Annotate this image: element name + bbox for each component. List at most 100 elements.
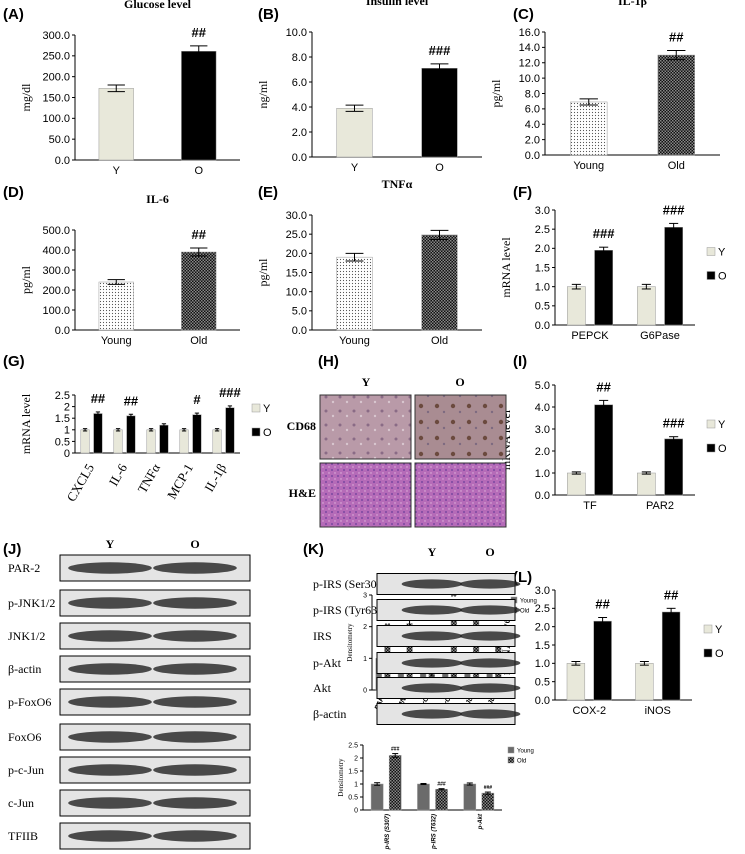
bar: [181, 251, 217, 331]
annotation: ##: [664, 587, 679, 602]
legend-swatch: [706, 271, 716, 280]
blot-band: [153, 597, 237, 609]
x-tick-label: iNOS: [645, 705, 671, 717]
y-tick-label: 0.5: [535, 301, 550, 313]
bar: [635, 663, 654, 701]
annotation: ##: [451, 593, 457, 599]
panel-label: (D): [3, 184, 24, 201]
bar: [192, 414, 202, 454]
blot-band: [153, 830, 237, 842]
blot-band: [401, 658, 463, 668]
bar: [570, 101, 608, 156]
x-tick-label: COX-2: [572, 705, 606, 717]
legend-swatch: [706, 443, 716, 453]
y-tick-label: 200.0: [42, 285, 70, 297]
y-tick-label: 2.0: [535, 446, 550, 458]
y-tick-label: 4.0: [292, 102, 307, 114]
panel-label: (C): [513, 6, 534, 23]
bar: [637, 472, 656, 496]
bar: [336, 108, 373, 158]
row-label: p-c-Jun: [8, 763, 44, 777]
x-tick-label: PEPCK: [571, 330, 609, 342]
legend-label: Y: [715, 624, 723, 636]
row-label: β-actin: [313, 707, 346, 721]
row-label: p-IRS (Tyr632): [313, 603, 387, 617]
histology-image: [414, 394, 507, 460]
bar: [421, 68, 458, 158]
y-axis-label: ng/ml: [256, 80, 270, 109]
panel-label: (H): [318, 353, 339, 370]
bar: [594, 250, 613, 326]
x-tick-label: Y: [351, 162, 359, 174]
bar: [661, 611, 681, 701]
bar: [98, 281, 134, 331]
panel-label: (B): [258, 6, 279, 23]
x-tick-label: IL-1β: [201, 461, 229, 495]
y-axis-label: Densitometry: [337, 758, 345, 797]
histology-image: [319, 462, 412, 528]
blot-band: [459, 709, 521, 719]
y-tick-label: 0.0: [55, 325, 70, 337]
x-tick-label: Young: [339, 335, 370, 347]
legend-swatch: [251, 403, 261, 413]
legend-label: Young: [517, 748, 534, 754]
y-tick-label: 0: [354, 807, 358, 814]
legend-swatch: [251, 427, 261, 437]
y-tick-label: 1.5: [535, 262, 550, 274]
annotation: ##: [124, 393, 139, 408]
y-tick-label: 4.0: [535, 402, 550, 414]
row-label: H&E: [289, 486, 316, 500]
blot-band: [153, 696, 237, 708]
y-tick-label: 100.0: [42, 305, 70, 317]
y-tick-label: 3.0: [535, 585, 550, 597]
x-tick-label: G6Pase: [640, 330, 680, 342]
row-label: FoxO6: [8, 730, 41, 744]
chart-title: Glucose level: [124, 0, 192, 11]
blot-band: [68, 663, 152, 675]
y-tick-label: 2: [354, 755, 358, 762]
y-axis-label: Densitometry: [346, 623, 354, 662]
y-axis-label: pg/ml: [489, 79, 503, 108]
y-tick-label: 2.5: [535, 603, 550, 615]
panel-label: (F): [513, 184, 532, 201]
y-tick-label: 400.0: [42, 245, 70, 257]
y-tick-label: 1.0: [535, 658, 550, 670]
legend-label: Old: [520, 608, 529, 614]
annotation: ###: [437, 782, 446, 788]
blot-band: [153, 663, 237, 675]
y-tick-label: 2.0: [535, 243, 550, 255]
y-tick-label: 0: [363, 687, 367, 694]
x-tick-label: Old: [431, 335, 448, 347]
x-tick-label: p-IRS (T632): [432, 814, 438, 850]
x-tick-label: Young: [573, 160, 604, 172]
y-tick-label: 3: [363, 592, 367, 599]
row-label: β-actin: [8, 662, 41, 676]
row-label: IRS: [313, 629, 332, 643]
x-tick-label: O: [435, 162, 444, 174]
column-label: O: [455, 375, 464, 389]
row-label: PAR-2: [8, 561, 40, 575]
y-tick-label: 0.5: [55, 436, 70, 448]
legend-swatch: [507, 756, 515, 764]
y-tick-label: 14.0: [519, 42, 540, 54]
bar: [593, 620, 612, 701]
legend-label: Y: [718, 419, 726, 431]
histology-image: [414, 462, 507, 528]
y-tick-label: 2.5: [535, 224, 550, 236]
bar: [159, 424, 169, 454]
chart-title: Insulin level: [366, 0, 429, 8]
bar: [463, 783, 477, 811]
y-tick-label: 0.0: [525, 150, 540, 162]
bar: [566, 663, 586, 701]
y-tick-label: 3.0: [535, 424, 550, 436]
y-tick-label: 2.5: [348, 742, 358, 749]
y-axis-label: mRNA level: [19, 393, 33, 454]
bar: [370, 783, 384, 811]
y-tick-label: 200.0: [42, 72, 70, 84]
y-axis-label: mRNA level: [499, 237, 513, 298]
blot-band: [153, 797, 237, 809]
bar: [126, 415, 136, 454]
legend-label: O: [715, 648, 724, 660]
bar: [80, 429, 90, 454]
